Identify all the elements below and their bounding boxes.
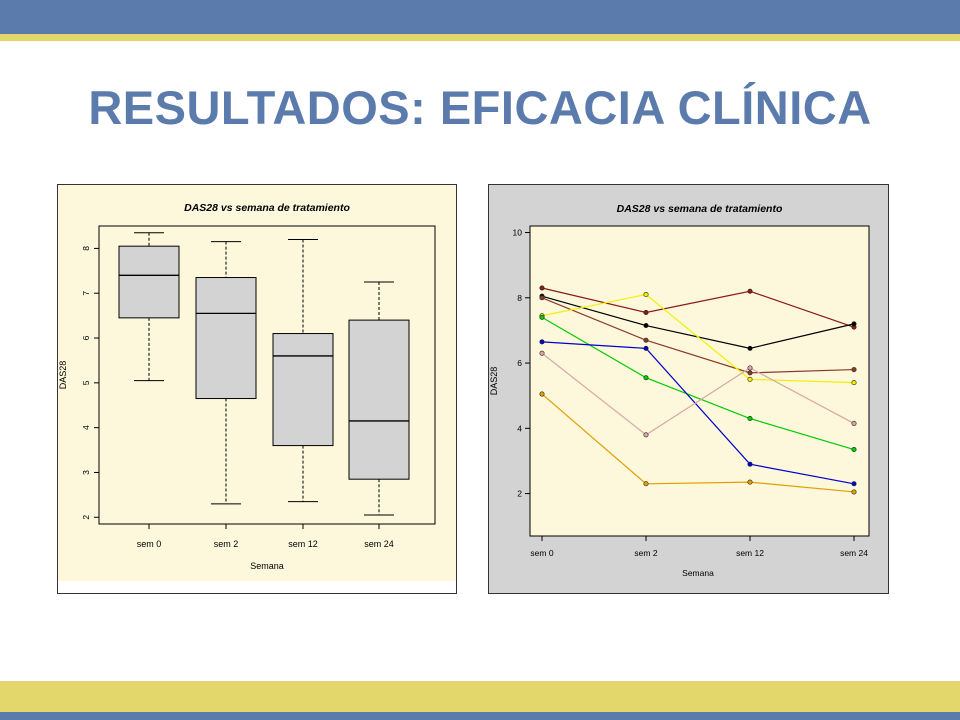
y-tick-label: 6 xyxy=(81,335,91,340)
y-tick-label: 4 xyxy=(517,423,522,433)
series-4-point xyxy=(747,376,753,382)
top-yellow-band xyxy=(0,34,960,41)
series-6-point xyxy=(643,345,649,351)
series-5-point xyxy=(539,314,545,320)
x-tick-label: sem 0 xyxy=(530,548,553,558)
series-6-point xyxy=(539,339,545,345)
boxplot-title: DAS28 vs semana de tratamiento xyxy=(184,202,350,214)
series-4-point xyxy=(851,380,857,386)
series-4-point xyxy=(643,292,649,298)
series-2-point xyxy=(747,345,753,351)
series-1-point xyxy=(747,288,753,294)
series-5-point xyxy=(747,416,753,422)
y-axis-label: DAS28 xyxy=(489,367,499,396)
y-tick-label: 2 xyxy=(81,515,91,520)
x-tick-label: sem 24 xyxy=(364,539,394,549)
x-tick-label: sem 12 xyxy=(288,539,318,549)
y-tick-label: 2 xyxy=(517,489,522,499)
series-line-5 xyxy=(541,316,855,451)
y-tick-label: 4 xyxy=(81,425,91,430)
series-8-point xyxy=(539,391,545,397)
series-1-point xyxy=(643,309,649,315)
series-2-point xyxy=(643,323,649,329)
x-tick-label: sem 12 xyxy=(736,548,764,558)
line-chart: DAS28 vs semana de tratamiento 2 4 6 8 10 DAS2… xyxy=(488,184,889,594)
series-3-point xyxy=(851,367,857,373)
series-line-3 xyxy=(541,297,855,374)
x-tick-label: sem 2 xyxy=(214,539,239,549)
series-6-point xyxy=(747,461,753,467)
box-sem-12 xyxy=(272,333,334,447)
boxplot-frame xyxy=(57,184,457,594)
series-8-point xyxy=(851,489,857,495)
x-axis-label: Semana xyxy=(682,568,714,578)
series-7-point xyxy=(643,432,649,438)
y-tick-label: 3 xyxy=(81,470,91,475)
series-5-point xyxy=(851,447,857,453)
series-8-point xyxy=(643,481,649,487)
series-line-4 xyxy=(541,293,855,384)
linechart-title: DAS28 vs semana de tratamiento xyxy=(617,203,783,215)
series-6-point xyxy=(851,481,857,487)
x-tick-label: sem 24 xyxy=(840,548,868,558)
y-tick-label: 5 xyxy=(81,380,91,385)
bottom-blue-band xyxy=(0,712,960,720)
y-tick-label: 6 xyxy=(517,358,522,368)
slide-title: RESULTADOS: EFICACIA CLÍNICA xyxy=(88,81,872,134)
y-tick-label: 8 xyxy=(517,293,522,303)
series-5-point xyxy=(643,375,649,381)
box-sem-0 xyxy=(118,245,180,319)
y-axis-label: DAS28 xyxy=(58,361,68,390)
series-3-point xyxy=(643,337,649,343)
x-tick-label: sem 0 xyxy=(137,539,162,549)
series-1-point xyxy=(539,285,545,291)
x-axis-label: Semana xyxy=(250,561,284,571)
series-2-point xyxy=(851,321,857,327)
series-line-8 xyxy=(541,393,855,493)
box-sem-2 xyxy=(195,277,257,400)
linechart-frame xyxy=(488,184,889,594)
y-tick-label: 10 xyxy=(513,228,523,238)
box-sem-24 xyxy=(348,319,410,480)
series-line-6 xyxy=(541,341,855,485)
series-7-point xyxy=(539,350,545,356)
series-7-point xyxy=(747,365,753,371)
top-blue-band xyxy=(0,0,960,34)
series-line-1 xyxy=(541,287,855,328)
series-3-point xyxy=(747,370,753,376)
y-tick-label: 8 xyxy=(81,246,91,251)
series-line-7 xyxy=(541,352,855,436)
boxplot-plot-area xyxy=(98,225,436,525)
x-tick-label: sem 2 xyxy=(634,548,657,558)
boxplot-chart: DAS28 vs semana de tratamiento 2 3 4 5 6 7 8 DAS… xyxy=(57,184,457,594)
bottom-yellow-band xyxy=(0,681,960,712)
series-7-point xyxy=(851,420,857,426)
series-8-point xyxy=(747,479,753,485)
series-3-point xyxy=(539,295,545,301)
y-tick-label: 7 xyxy=(81,291,91,296)
